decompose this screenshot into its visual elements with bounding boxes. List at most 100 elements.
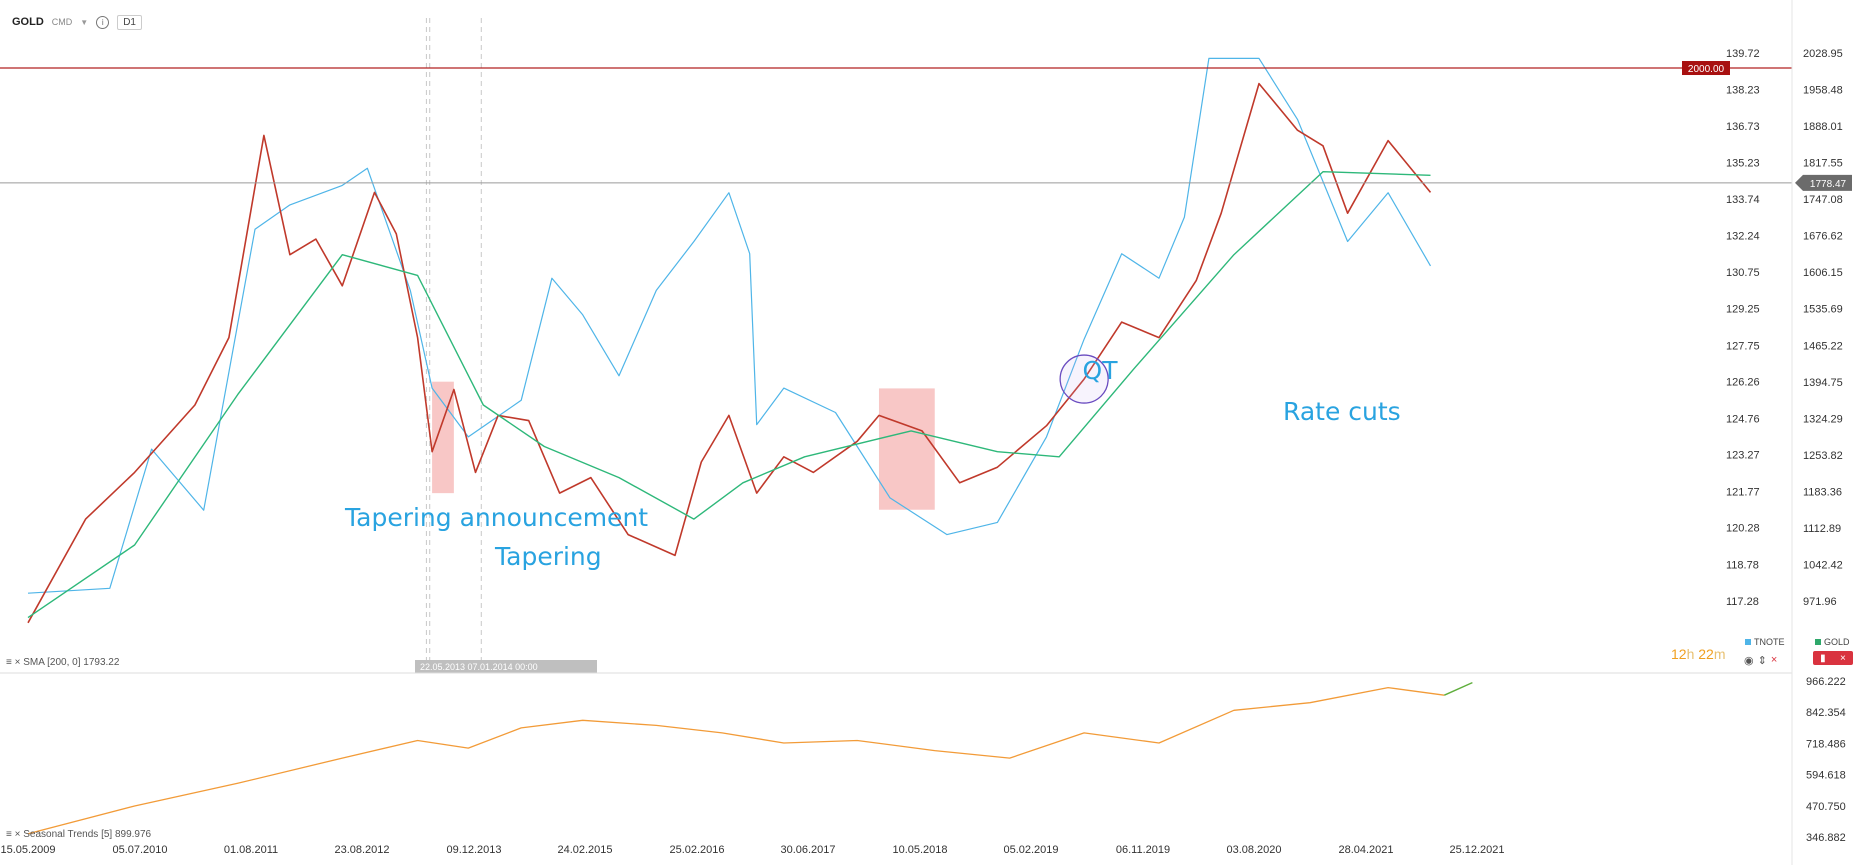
sma-legend-label: SMA [200, 0] 1793.22	[23, 657, 120, 668]
annotation-3: Rate cuts	[1283, 397, 1401, 426]
tnote-axis-tick: 139.72	[1726, 48, 1760, 60]
gold-axis-tick: 1324.29	[1803, 413, 1843, 425]
candle-countdown: 12h 22m	[1671, 646, 1726, 662]
gold-axis-tick: 1747.08	[1803, 194, 1843, 206]
gold-axis-tick: 1042.42	[1803, 559, 1843, 571]
gold-legend-label: GOLD	[1824, 637, 1850, 647]
seasonal-forecast-line	[1444, 681, 1473, 696]
tnote-axis-tick: 129.25	[1726, 304, 1760, 316]
tnote-axis-tick: 136.73	[1726, 121, 1760, 133]
tnote-series-line	[27, 57, 1432, 594]
menu-icon[interactable]: ≡	[6, 657, 12, 668]
x-axis-tick: 05.02.2019	[1003, 844, 1058, 856]
gold-swatch	[1815, 639, 1821, 645]
seasonal-axis-tick: 718.486	[1806, 738, 1846, 750]
gold-axis-tick: 2028.95	[1803, 48, 1843, 60]
seasonal-axis-tick: 594.618	[1806, 770, 1846, 782]
tnote-axis-tick: 117.28	[1726, 596, 1759, 608]
x-axis-tick: 24.02.2015	[557, 844, 612, 856]
x-axis-tick: 25.02.2016	[669, 844, 724, 856]
info-icon[interactable]: i	[96, 15, 110, 29]
highlight-box-1	[878, 388, 935, 510]
countdown-minutes-unit: m	[1713, 646, 1726, 662]
main-price-panel[interactable]: 2000.00 1778.47 22.05.2013 07.01.2014 00:0…	[0, 18, 1852, 673]
annotation-2: QT	[1083, 356, 1119, 385]
last-price-tag-bg	[1795, 174, 1852, 191]
gold-axis-tick: 1394.75	[1803, 377, 1843, 389]
annotation-layer: Tapering announcement Tapering QT Rate cuts	[344, 356, 1401, 571]
x-axis-tick: 09.12.2013	[446, 844, 501, 856]
tnote-axis-tick: 121.77	[1726, 486, 1760, 498]
tnote-axis-tick: 118.78	[1726, 559, 1759, 571]
gold-axis-tick: 1817.55	[1803, 158, 1843, 170]
seasonal-panel[interactable]	[27, 681, 1473, 835]
tnote-axis-tick: 120.28	[1726, 523, 1760, 535]
hline-tag-label: 2000.00	[1688, 64, 1725, 75]
gold-legend[interactable]: GOLD	[1815, 637, 1850, 647]
countdown-hours: 12	[1671, 646, 1687, 662]
candle-icon[interactable]: ▮	[1820, 652, 1826, 664]
last-price-tag-label: 1778.47	[1810, 179, 1847, 190]
tnote-axis-tick: 138.23	[1726, 84, 1760, 96]
gold-controls: ▮ ×	[1813, 651, 1853, 665]
gold-axis-tick: 971.96	[1803, 596, 1837, 608]
remove-icon[interactable]: ×	[1770, 654, 1778, 666]
reorder-icon[interactable]: ⇕	[1757, 655, 1767, 667]
menu-icon[interactable]: ≡	[6, 829, 12, 840]
gold-axis-tick: 1465.22	[1803, 340, 1843, 352]
close-icon[interactable]: ×	[14, 829, 21, 840]
tnote-axis-tick: 127.75	[1726, 340, 1760, 352]
seasonal-series-line	[27, 686, 1445, 835]
seasonal-legend[interactable]: ≡ × Seasonal Trends [5] 899.976	[6, 829, 151, 840]
x-axis-tick: 23.08.2012	[334, 844, 389, 856]
remove-icon[interactable]: ×	[1839, 652, 1846, 664]
annotation-1: Tapering	[494, 542, 602, 571]
x-axis-tick: 28.04.2021	[1338, 844, 1393, 856]
timeframe-select[interactable]: D1	[117, 14, 142, 30]
gold-axis-tick: 1888.01	[1803, 121, 1843, 133]
source-label: CMD	[51, 17, 73, 27]
symbol-toolbar: GOLD CMD ▼ i D1	[12, 12, 142, 32]
gold-axis-tick: 1958.48	[1803, 85, 1843, 97]
close-icon[interactable]: ×	[14, 657, 21, 668]
gold-series-line	[27, 82, 1432, 624]
gold-axis-tick: 1183.36	[1803, 486, 1842, 498]
chevron-down-icon[interactable]: ▼	[80, 17, 89, 27]
tnote-axis-tick: 130.75	[1726, 267, 1760, 279]
x-axis-tick: 15.05.2009	[0, 844, 55, 856]
gold-axis-tick: 1253.82	[1803, 450, 1843, 462]
gold-axis-tick: 1676.62	[1803, 231, 1843, 243]
tnote-axis-tick: 133.74	[1726, 194, 1760, 206]
tnote-swatch	[1745, 639, 1751, 645]
symbol-label[interactable]: GOLD	[12, 16, 44, 28]
sma-legend[interactable]: ≡ × SMA [200, 0] 1793.22	[6, 657, 119, 668]
seasonal-axis-tick: 470.750	[1806, 801, 1846, 813]
annotation-0: Tapering announcement	[344, 503, 648, 532]
tnote-controls: ◉ ⇕ ×	[1744, 654, 1777, 667]
eye-icon[interactable]: ◉	[1744, 655, 1754, 667]
seasonal-axis-tick: 842.354	[1806, 707, 1846, 719]
seasonal-legend-label: Seasonal Trends [5] 899.976	[23, 829, 152, 840]
tnote-axis-tick: 124.76	[1726, 413, 1760, 425]
gold-axis-tick: 1112.89	[1803, 523, 1841, 535]
tnote-axis-tick: 126.26	[1726, 377, 1760, 389]
gold-axis-tick: 1535.69	[1803, 304, 1843, 316]
rate-cut-circle	[1059, 354, 1109, 404]
sma-series-line	[27, 170, 1431, 619]
x-axis-tick: 05.07.2010	[112, 844, 167, 856]
tnote-legend-label: TNOTE	[1754, 637, 1785, 647]
x-axis-tick: 03.08.2020	[1226, 844, 1281, 856]
x-axis-tick: 25.12.2021	[1449, 844, 1504, 856]
tnote-axis-tick: 132.24	[1726, 231, 1760, 243]
tnote-legend[interactable]: TNOTE	[1745, 637, 1785, 647]
seasonal-axis-tick: 966.222	[1806, 676, 1846, 688]
seasonal-axis-tick: 346.882	[1806, 832, 1846, 844]
vline-date-strip	[415, 660, 597, 673]
hline-tag-bg	[1682, 61, 1730, 76]
tnote-axis-tick: 123.27	[1726, 450, 1760, 462]
vline-date-labels: 22.05.2013 07.01.2014 00:00	[420, 662, 538, 672]
countdown-minutes: 22	[1698, 646, 1714, 662]
tnote-axis-tick: 135.23	[1726, 158, 1760, 170]
